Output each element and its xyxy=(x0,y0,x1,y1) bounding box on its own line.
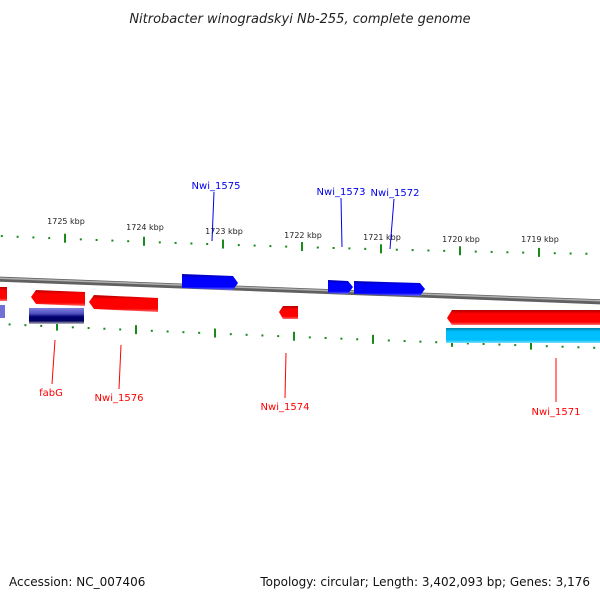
tick-label: 1722 kbp xyxy=(284,231,322,240)
label-leader xyxy=(51,339,56,385)
tick-labels: 1725 kbp 1724 kbp 1723 kbp 1722 kbp 1721… xyxy=(47,217,559,244)
feature-fabg-bar[interactable] xyxy=(29,308,84,324)
gene-reverse-partial[interactable] xyxy=(0,287,7,301)
gene-nwi-1574[interactable] xyxy=(279,306,298,319)
label-leader xyxy=(340,197,343,248)
tick-label: 1723 kbp xyxy=(205,227,243,236)
genome-backbone-highlight xyxy=(0,277,600,302)
tick-label: 1721 kbp xyxy=(363,233,401,242)
upper-scale-ticks xyxy=(0,233,588,257)
feature-partial-bar[interactable] xyxy=(0,305,5,318)
tick-label: 1719 kbp xyxy=(521,235,559,244)
tick-label: 1725 kbp xyxy=(47,217,85,226)
gene-label-fabg[interactable]: fabG xyxy=(39,388,63,399)
gene-nwi-1573[interactable] xyxy=(328,280,353,294)
label-leader xyxy=(284,352,287,399)
tick-label: 1724 kbp xyxy=(126,223,164,232)
label-leader xyxy=(389,198,395,250)
gene-nwi-1572[interactable] xyxy=(354,281,425,296)
map-title: Nitrobacter winogradskyi Nb-255, complet… xyxy=(129,12,470,27)
gene-label-nwi-1572[interactable]: Nwi_1572 xyxy=(371,188,420,199)
gene-nwi-1571[interactable] xyxy=(447,310,600,325)
gene-label-nwi-1576[interactable]: Nwi_1576 xyxy=(95,393,144,404)
genome-backbone xyxy=(0,276,600,305)
feature-rna-bar[interactable] xyxy=(446,328,600,343)
gene-label-nwi-1574[interactable]: Nwi_1574 xyxy=(261,402,310,413)
label-leader xyxy=(211,191,215,242)
accession-text: Accession: NC_007406 xyxy=(9,575,145,589)
label-leader xyxy=(118,344,122,390)
gene-label-nwi-1571[interactable]: Nwi_1571 xyxy=(532,407,581,418)
gene-nwi-1575[interactable] xyxy=(182,274,238,290)
gene-nwi-1577[interactable] xyxy=(31,290,85,306)
gene-label-nwi-1573[interactable]: Nwi_1573 xyxy=(317,187,366,198)
genome-summary-text: Topology: circular; Length: 3,402,093 bp… xyxy=(259,575,590,589)
gene-nwi-1576[interactable] xyxy=(89,295,158,312)
tick-label: 1720 kbp xyxy=(442,235,480,244)
gene-label-nwi-1575[interactable]: Nwi_1575 xyxy=(192,181,241,192)
lower-scale-ticks xyxy=(8,321,596,350)
